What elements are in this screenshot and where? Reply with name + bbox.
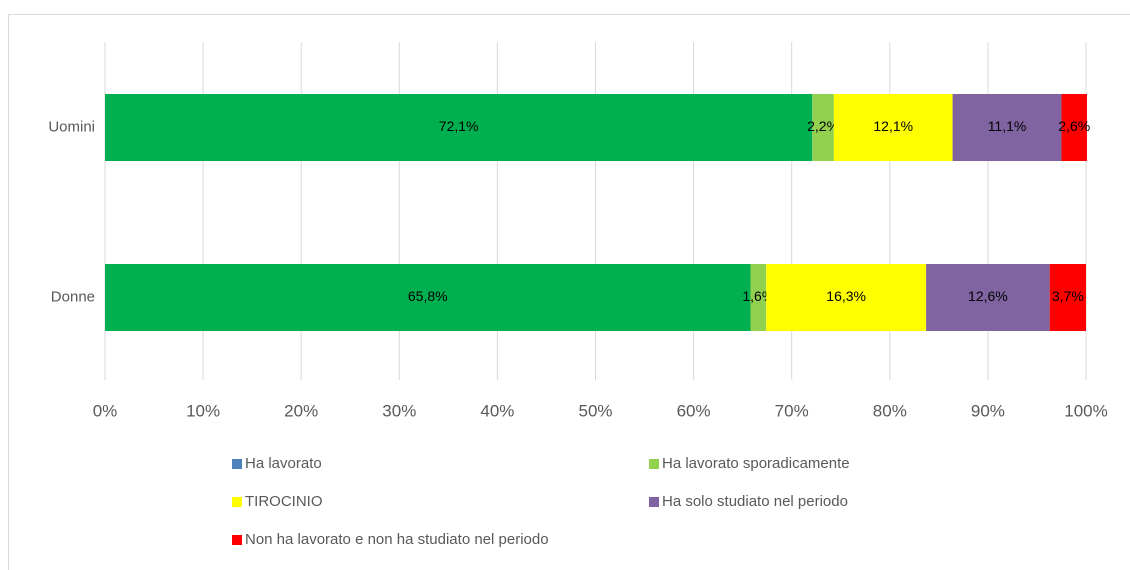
legend-label: Non ha lavorato e non ha studiato nel pe… [245,531,549,548]
legend-swatch [649,459,659,469]
x-tick-label: 80% [873,401,907,420]
data-label: 16,3% [826,288,866,304]
data-label: 11,1% [988,118,1027,134]
bar-segment [766,264,927,331]
legend-label: Ha lavorato [245,455,322,472]
x-tick-label: 90% [971,401,1005,420]
x-tick-label: 60% [677,401,711,420]
bar-segment [812,94,834,161]
x-tick-label: 50% [578,401,612,420]
data-label: 65,8% [408,288,448,304]
data-label: 2,2% [807,118,839,134]
data-label: 2,6% [1058,118,1090,134]
bar-segment [1061,94,1087,161]
x-tick-label: 30% [382,401,416,420]
bar-segment [926,264,1050,331]
bar-segment [833,94,953,161]
data-label: 72,1% [439,118,479,134]
x-tick-label: 70% [775,401,809,420]
x-tick-label: 40% [480,401,514,420]
data-label: 12,6% [968,288,1008,304]
legend-swatch [649,497,659,507]
bar-segment [1049,264,1086,331]
bar-segment [750,264,767,331]
category-label: Uomini [48,118,95,135]
x-tick-label: 20% [284,401,318,420]
data-label: 12,1% [873,118,913,134]
legend-swatch [232,535,242,545]
bar-segment [105,94,813,161]
legend-swatch [232,459,242,469]
x-tick-label: 10% [186,401,220,420]
x-tick-label: 100% [1064,401,1107,420]
bar-segment [105,264,751,331]
bar-segment [952,94,1062,161]
x-tick-label: 0% [93,401,118,420]
legend-swatch [232,497,242,507]
legend-label: Ha solo studiato nel periodo [662,493,848,510]
data-label: 3,7% [1052,288,1084,304]
category-label: Donne [51,288,95,305]
legend-label: Ha lavorato sporadicamente [662,455,850,472]
legend-label: TIROCINIO [245,493,323,510]
